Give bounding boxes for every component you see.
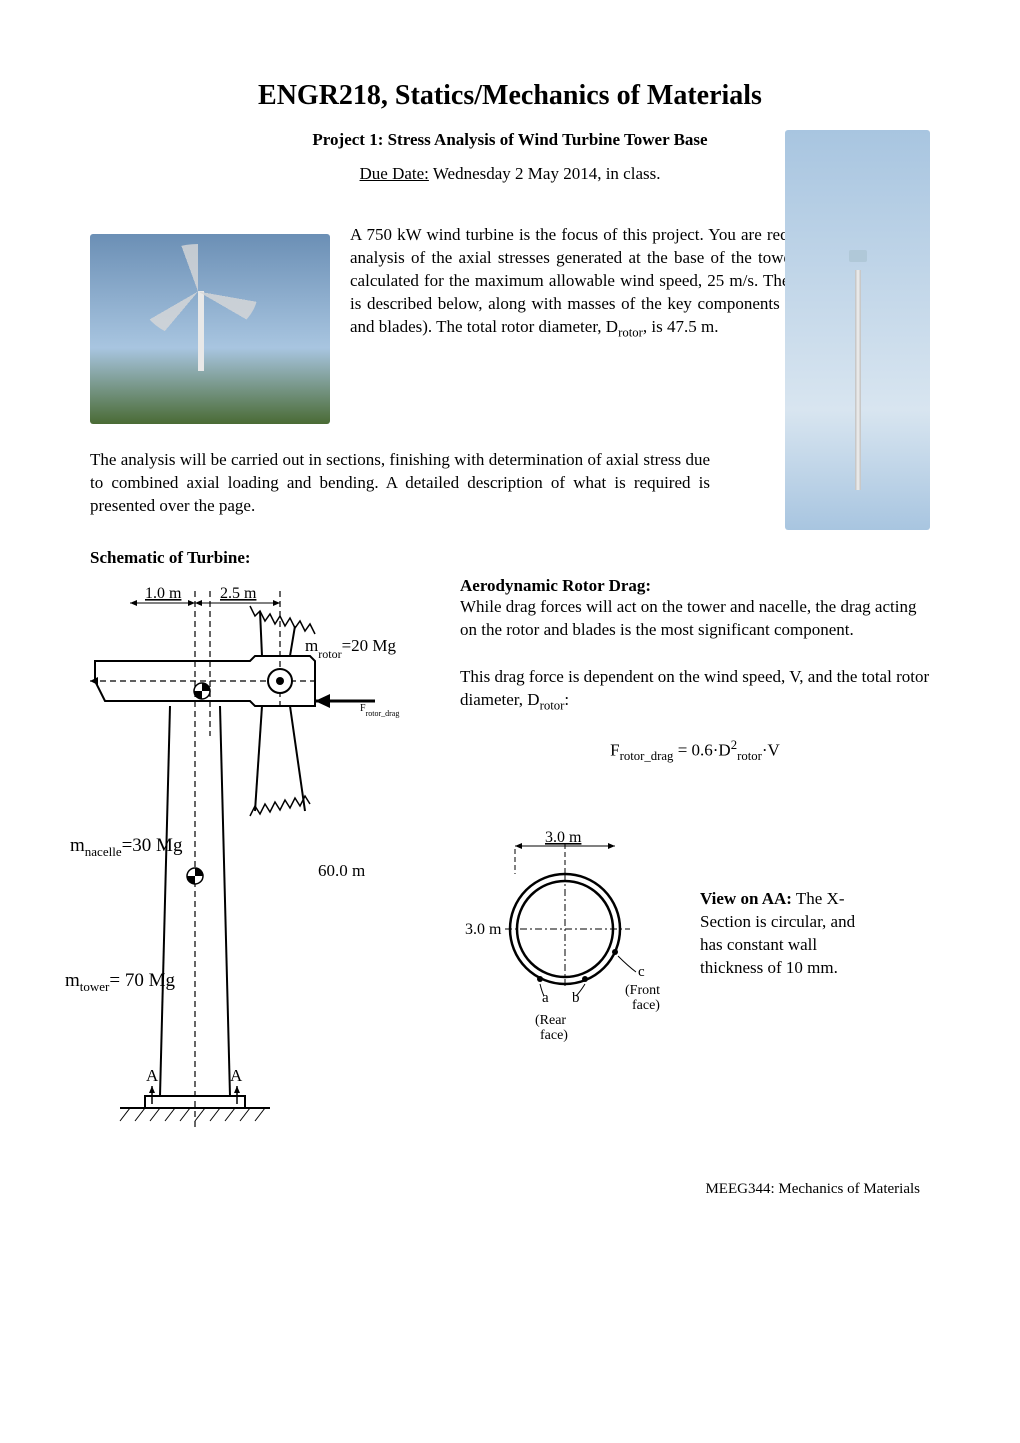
front-face-label: (Front <box>625 983 660 998</box>
dim-2-5m: 2.5 m <box>220 585 257 602</box>
drag-formula: Frotor_drag = 0.6·D2rotor·V <box>460 738 930 764</box>
right-turbine-photo <box>785 130 930 530</box>
section-a-left: A <box>146 1066 159 1085</box>
analysis-paragraph: The analysis will be carried out in sect… <box>90 449 710 518</box>
mass-nacelle: mnacelle=30 Mg <box>70 835 182 860</box>
right-column: Aerodynamic Rotor Drag: While drag force… <box>460 576 930 1141</box>
drag-text-2: This drag force is dependent on the wind… <box>460 666 930 715</box>
point-b: b <box>572 990 580 1006</box>
mass-tower: mtower= 70 Mg <box>65 970 175 995</box>
xsection-dim-v: 3.0 m <box>465 921 502 938</box>
due-date-label: Due Date: <box>360 164 429 183</box>
mass-rotor-label: mrotor=20 Mg <box>305 636 397 661</box>
drag-text-1: While drag forces will act on the tower … <box>460 596 930 642</box>
drag-text2-part2: : <box>564 690 569 709</box>
xsection-svg: 3.0 m 3.0 m a <box>460 824 680 1044</box>
svg-text:face): face) <box>540 1028 568 1043</box>
xsection-description: View on AA: The X-Section is circular, a… <box>700 888 880 980</box>
dim-1m: 1.0 m <box>145 585 182 602</box>
xsection-container: 3.0 m 3.0 m a <box>460 824 930 1044</box>
section-a-right: A <box>230 1066 243 1085</box>
point-c: c <box>638 964 645 980</box>
due-date-value: Wednesday 2 May 2014, in class. <box>429 164 661 183</box>
drag-text2-part1: This drag force is dependent on the wind… <box>460 667 929 709</box>
rear-face-label: (Rear <box>535 1013 566 1028</box>
tower-height: 60.0 m <box>318 861 365 880</box>
force-drag-label: Frotor_drag <box>360 703 399 718</box>
left-turbine-photo <box>90 234 330 424</box>
main-title: ENGR218, Statics/Mechanics of Materials <box>90 80 930 112</box>
drag-section: Aerodynamic Rotor Drag: While drag force… <box>460 576 930 764</box>
point-a: a <box>542 990 549 1006</box>
xsection-dim-h: 3.0 m <box>545 829 582 846</box>
svg-text:face): face) <box>632 998 660 1013</box>
schematic-title: Schematic of Turbine: <box>90 548 930 568</box>
schematic-section: 1.0 m 2.5 m <box>90 576 930 1141</box>
view-aa-title: View on AA: <box>700 889 792 908</box>
drag-title: Aerodynamic Rotor Drag: <box>460 576 651 595</box>
intro-text-part2: , is 47.5 m. <box>643 317 719 336</box>
intro-sub: rotor <box>618 325 643 339</box>
page-footer: MEEG344: Mechanics of Materials <box>90 1181 930 1198</box>
drag-text2-sub: rotor <box>540 698 565 712</box>
